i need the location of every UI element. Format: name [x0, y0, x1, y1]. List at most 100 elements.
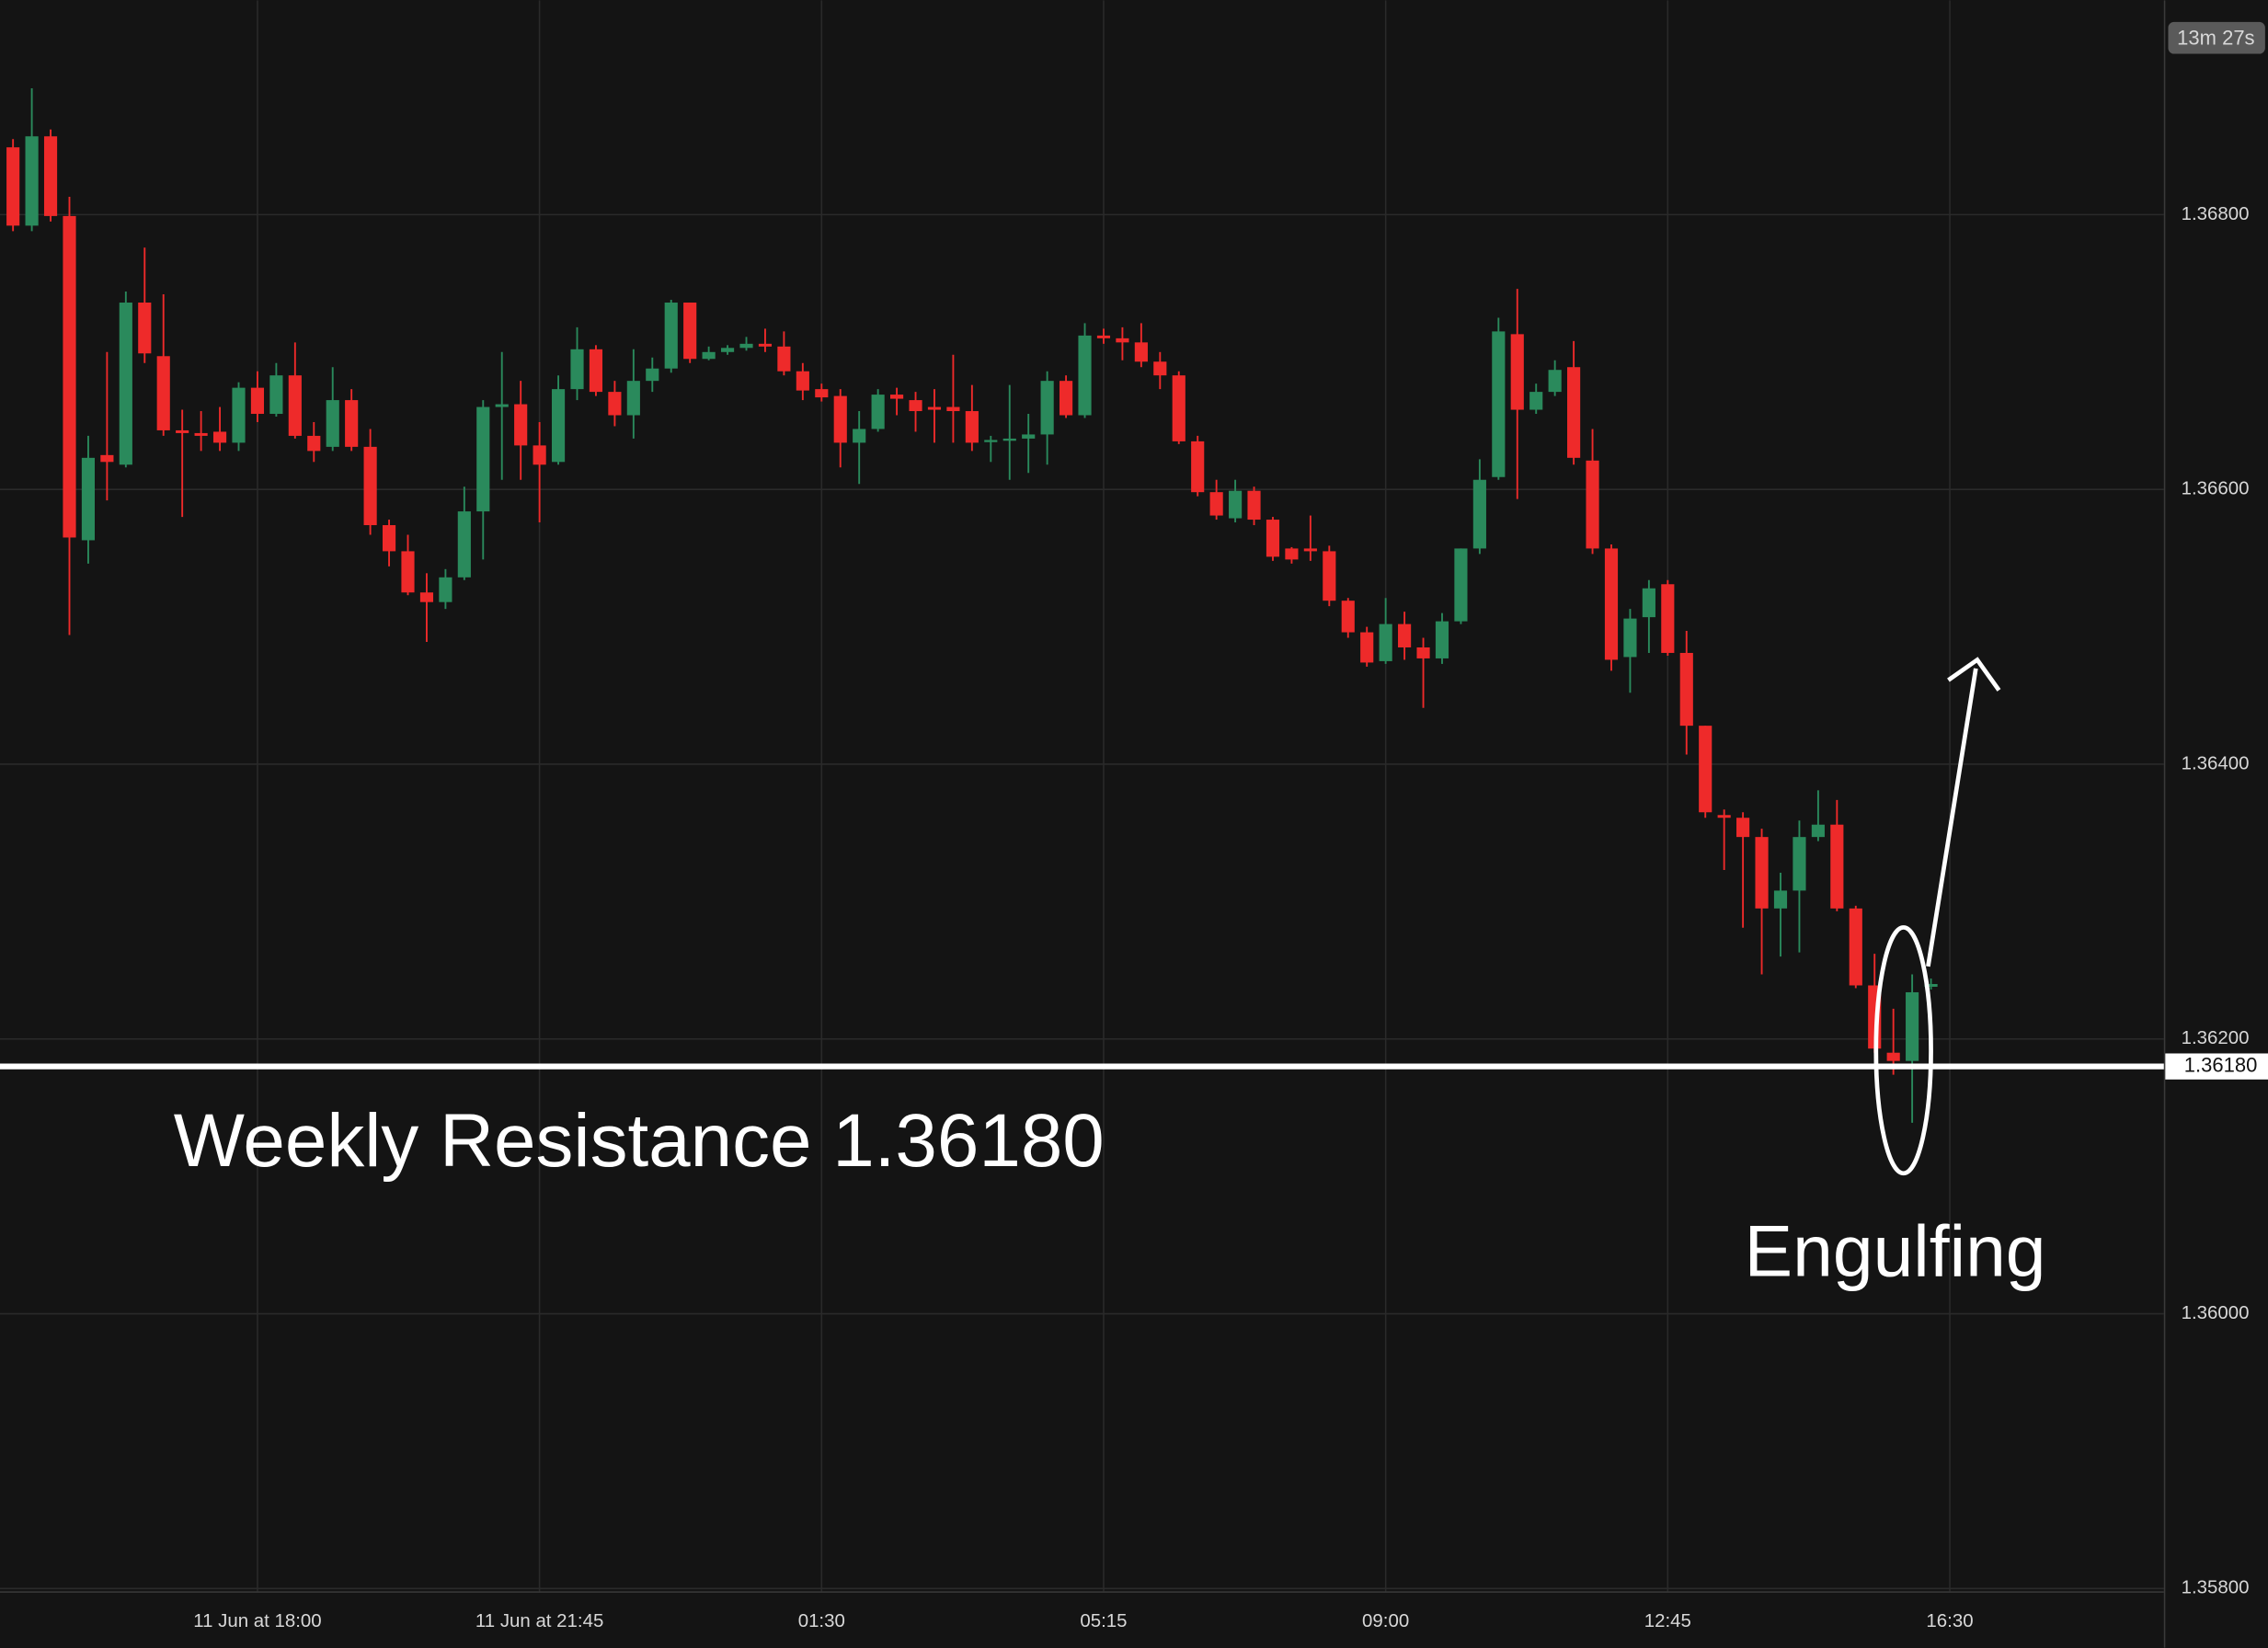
candle-body [1379, 624, 1392, 661]
x-tick-label: 09:00 [1362, 1610, 1409, 1631]
candle-body [1472, 479, 1486, 549]
candle-body [1191, 441, 1205, 493]
candle-body [664, 303, 678, 369]
candle-body [833, 395, 847, 443]
x-tick-label: 12:45 [1644, 1610, 1691, 1631]
candle-body [589, 349, 603, 393]
candle-body [326, 400, 339, 447]
candle-body [439, 577, 452, 602]
candle-body [758, 343, 773, 347]
candle-body [250, 387, 265, 415]
candle-body [608, 392, 622, 416]
candle-body [307, 435, 321, 452]
candle-body [1604, 548, 1619, 660]
x-tick-label: 01:30 [798, 1610, 845, 1631]
candle-body [1078, 335, 1092, 416]
arrow-head [1947, 657, 2001, 692]
candle-body [889, 395, 904, 399]
x-tick-label: 11 Jun at 18:00 [193, 1610, 321, 1631]
candle-body [984, 440, 998, 442]
candle-body [1586, 460, 1599, 549]
candle-body [1454, 548, 1468, 622]
candle-body [1886, 1052, 1900, 1061]
candle-body [514, 404, 528, 446]
resistance-label: 1.36180 [2184, 1053, 2258, 1076]
candle-body [1266, 520, 1280, 557]
candle-body [63, 215, 76, 538]
candle-body [815, 389, 829, 398]
candle-body [1924, 984, 1938, 987]
candle-body [345, 400, 359, 447]
candle-body [1303, 548, 1317, 552]
candle-body [683, 303, 697, 360]
y-tick-label: 1.35800 [2182, 1577, 2250, 1598]
candle-body [401, 551, 415, 593]
candle-body [100, 454, 114, 463]
annotation: Engulfing [1745, 1210, 2046, 1291]
candle-body [1529, 392, 1543, 410]
candle-body [6, 147, 20, 226]
candle-body [212, 431, 227, 443]
countdown: 13m 27s [2177, 27, 2254, 50]
candle-body [1435, 621, 1449, 658]
candle-body [1773, 890, 1788, 909]
candle-body [119, 303, 132, 465]
candle-body [1022, 434, 1036, 439]
candle-body [363, 446, 377, 526]
candle-body [288, 375, 302, 436]
arrow-shaft [1926, 668, 1978, 967]
candles [6, 87, 1938, 1123]
candle-body [1134, 342, 1148, 362]
countdown-box [2168, 21, 2265, 54]
candle-body [1285, 548, 1299, 560]
resistance-label-box [2165, 1053, 2268, 1080]
candle-body [138, 303, 152, 354]
candle-body [533, 445, 546, 465]
candle-body [1416, 647, 1430, 658]
candle-body [1492, 331, 1506, 477]
candle-body [1849, 908, 1862, 986]
candle-body [1548, 370, 1562, 393]
resistance-text: Weekly Resistance 1.36180 [174, 1099, 1105, 1183]
engulfing-ellipse [1873, 925, 1933, 1176]
candle-body [1323, 551, 1336, 601]
y-tick-label: 1.36400 [2182, 752, 2250, 773]
candle-body [1172, 375, 1186, 441]
y-tick-label: 1.36800 [2182, 203, 2250, 224]
candle-body [965, 411, 979, 443]
candle-body [194, 432, 208, 436]
candle-body [909, 400, 922, 412]
candle-body [720, 348, 735, 352]
candle-body [1661, 584, 1675, 653]
candle-body [1398, 624, 1412, 647]
candle-body [551, 389, 566, 463]
candle-body [1623, 618, 1637, 658]
candle-body [81, 457, 96, 541]
candle-body [1736, 818, 1750, 838]
candle-body [646, 368, 659, 382]
candle-body [1060, 381, 1073, 416]
candle-body [1153, 361, 1167, 376]
candle-body [176, 429, 189, 433]
x-tick-label: 05:15 [1080, 1610, 1127, 1631]
candle-body [1830, 824, 1844, 909]
candle-body [1096, 335, 1111, 338]
candle-body [419, 592, 434, 602]
candle-body [476, 406, 490, 512]
candle-body [626, 381, 640, 416]
candle-body [1717, 815, 1731, 818]
candle-body [1209, 492, 1223, 516]
candle-body [1510, 334, 1524, 410]
grid [0, 0, 2164, 1592]
candle-body [1679, 652, 1693, 727]
candle-body [1116, 338, 1129, 343]
candle-body [1002, 438, 1016, 441]
candle-body [946, 406, 960, 412]
candle-body [1699, 726, 1712, 813]
candle-body [871, 395, 885, 429]
y-tick-label: 1.36000 [2182, 1302, 2250, 1323]
y-tick-label: 1.36600 [2182, 478, 2250, 499]
